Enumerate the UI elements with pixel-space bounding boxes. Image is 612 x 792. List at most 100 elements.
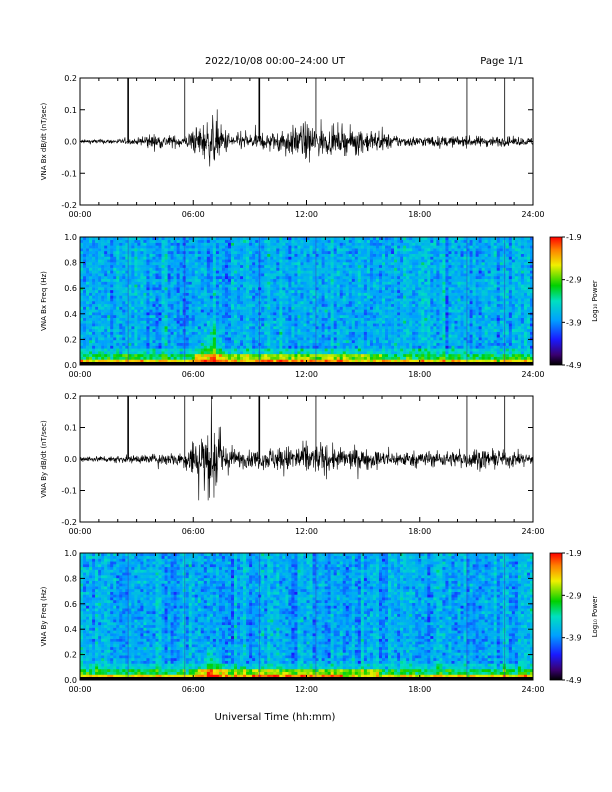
bx-spectrogram-cell: [218, 289, 223, 293]
bx-spectrogram-cell: [188, 275, 193, 280]
bx-spectrogram-cell: [113, 351, 117, 355]
bx-spectrogram-cell: [243, 281, 247, 285]
bx-spectrogram-cell: [146, 256, 150, 260]
bx-spectrogram-cell: [360, 292, 365, 296]
bx-spectrogram-cell: [113, 312, 117, 316]
bx-spectrogram-cell: [243, 259, 247, 263]
bx-spectrogram-cell: [267, 303, 271, 307]
bx-spectrogram-cell: [336, 237, 341, 241]
bx-spectrogram-cell: [194, 275, 199, 280]
bx-spectrogram-cell: [191, 242, 196, 246]
bx-spectrogram-cell: [110, 337, 114, 341]
bx-spectrogram-cell: [345, 292, 350, 296]
bx-spectrogram-cell: [83, 259, 87, 263]
bx-spectrogram-cell: [203, 289, 208, 293]
bx-spectrogram-cell: [194, 289, 199, 293]
bx-spectrogram-cell: [131, 267, 135, 271]
bx-spectrogram-cell: [369, 278, 374, 282]
bx-spectrogram-cell: [191, 345, 196, 349]
bx-spectrogram-cell: [324, 334, 328, 338]
bx-spectrogram-cell: [101, 320, 105, 324]
bx-spectrogram-cell: [224, 314, 229, 318]
bx-spectrogram-cell: [312, 331, 316, 335]
bx-spectrogram-cell: [155, 275, 159, 280]
bx-spectrogram-cell: [234, 348, 238, 352]
bx-spectrogram-cell: [107, 239, 111, 243]
bx-spectrogram-cell: [104, 250, 108, 254]
bx-spectrogram-cell: [200, 359, 205, 363]
bx-spectrogram-cell: [200, 278, 205, 282]
bx-spectrogram-cell: [188, 245, 193, 249]
bx-spectrogram-cell: [285, 245, 289, 249]
bx-spectrogram-cell: [312, 242, 316, 246]
bx-spectrogram-cell: [125, 275, 129, 280]
bx-spectrogram-cell: [146, 248, 150, 252]
bx-spectrogram-cell: [309, 331, 313, 335]
bx-spectrogram-cell: [234, 270, 238, 274]
bx-spectrogram-cell: [261, 326, 265, 330]
bx-spectrogram-cell: [167, 262, 171, 266]
bx-spectrogram-cell: [227, 326, 232, 330]
bx-spectrogram-cell: [327, 309, 331, 313]
bx-spectrogram-cell: [221, 245, 226, 249]
bx-spectrogram-cell: [354, 264, 359, 268]
bx-spectrogram-cell: [397, 320, 401, 324]
bx-spectrogram-cell: [227, 323, 232, 327]
bx-spectrogram-cell: [397, 356, 401, 360]
bx-spectrogram-cell: [240, 309, 244, 313]
bx-spectrogram-cell: [360, 326, 365, 330]
bx-spectrogram-cell: [342, 334, 347, 338]
bx-spectrogram-cell: [104, 309, 108, 313]
bx-spectrogram-cell: [122, 262, 126, 266]
bx-spectrogram-cell: [149, 256, 153, 260]
bx-spectrogram-cell: [80, 292, 84, 296]
bx-spectrogram-cell: [164, 320, 168, 324]
bx-spectrogram-cell: [167, 259, 171, 263]
bx-spectrogram-cell: [110, 345, 114, 349]
bx-spectrogram-cell: [306, 317, 310, 321]
bx-spectrogram-cell: [321, 301, 325, 305]
bx-spectrogram-cell: [122, 248, 126, 252]
bx-spectrogram-cell: [113, 301, 117, 305]
bx-spectrogram-cell: [200, 345, 205, 349]
bx-spectrogram-cell: [203, 328, 208, 332]
bx-spectrogram-cell: [394, 284, 398, 288]
bx-spectrogram-cell: [125, 339, 129, 344]
bx-spectrogram-cell: [203, 275, 208, 280]
bx-spectrogram-cell: [110, 253, 114, 257]
bx-spectrogram-cell: [276, 334, 280, 338]
bx-spectrogram-cell: [206, 342, 211, 346]
bx-spectrogram-cell: [221, 292, 226, 296]
bx-spectrogram-cell: [297, 326, 301, 330]
bx-spectrogram-cell: [273, 309, 277, 313]
bx-spectrogram-cell: [288, 342, 292, 346]
bx-spectrogram-cell: [255, 301, 259, 305]
bx-spectrogram-cell: [300, 275, 304, 280]
bx-spectrogram-cell: [246, 278, 250, 282]
bx-spectrogram-cell: [152, 306, 156, 310]
bx-spectrogram-cell: [306, 275, 310, 280]
bx-spectrogram-cell: [83, 270, 87, 274]
bx-spectrogram-cell: [161, 273, 165, 277]
bx-spectrogram-cell: [394, 326, 398, 330]
bx-spectrogram-cell: [140, 259, 144, 263]
bx-spectrogram-cell: [279, 281, 283, 285]
bx-spectrogram-cell: [104, 334, 108, 338]
bx-spectrogram-cell: [98, 356, 102, 360]
bx-spectrogram-cell: [382, 253, 386, 257]
bx-spectrogram-cell: [327, 278, 331, 282]
bx-spectrogram-cell: [149, 337, 153, 341]
bx-spectrogram-cell: [146, 295, 150, 299]
bx-spectrogram-cell: [306, 281, 310, 285]
bx-spectrogram-cell: [116, 298, 120, 302]
bx-spectrogram-cell: [176, 250, 180, 254]
bx-spectrogram-cell: [95, 256, 99, 260]
bx-spectrogram-cell: [276, 339, 280, 344]
bx-spectrogram-cell: [267, 259, 271, 263]
bx-spectrogram-cell: [227, 287, 232, 291]
bx-spectrogram-cell: [140, 248, 144, 252]
bx-spectrogram-cell: [339, 289, 344, 293]
bx-spectrogram-cell: [107, 292, 111, 296]
bx-spectrogram-cell: [345, 284, 350, 288]
bx-spectrogram-cell: [276, 345, 280, 349]
